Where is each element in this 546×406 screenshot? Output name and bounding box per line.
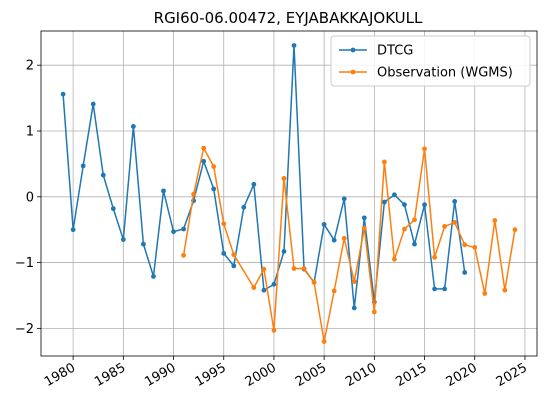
series-0-point	[241, 204, 247, 210]
series-1-point	[381, 159, 387, 165]
series-1-point	[201, 145, 207, 151]
series-0-point	[161, 188, 166, 194]
series-1-point	[452, 220, 458, 225]
series-1-point	[432, 254, 437, 260]
series-1-point	[291, 266, 297, 271]
series-0-point	[361, 215, 367, 221]
series-0-point	[100, 172, 106, 178]
series-0-point	[171, 229, 176, 235]
series-0-point	[110, 206, 116, 212]
series-0-point	[381, 199, 387, 205]
series-0-point	[341, 196, 347, 202]
series-0-point	[90, 101, 96, 107]
series-0-point	[402, 202, 407, 208]
axes-frame	[40, 30, 538, 357]
series-1-point	[191, 191, 197, 197]
series-0-point	[321, 222, 327, 227]
series-0-point	[261, 287, 267, 293]
series-1-point	[392, 256, 397, 262]
series-0-point	[60, 91, 66, 97]
series-1-point	[331, 288, 337, 294]
series-1-point	[301, 266, 307, 271]
series-0-point	[422, 202, 427, 208]
y-tick-label: 0	[26, 190, 34, 205]
legend-label-1: Observation (WGMS)	[377, 66, 513, 81]
series-0-point	[221, 250, 227, 256]
series-1-point	[412, 217, 417, 223]
legend-marker-0	[350, 47, 356, 53]
legend-label-0: DTCG	[377, 44, 413, 59]
series-1-point	[502, 287, 508, 293]
series-0-point	[181, 226, 186, 232]
series-1-point	[361, 225, 367, 231]
series-0-point	[130, 123, 136, 129]
series-0-point	[452, 198, 458, 204]
series-1-point	[311, 279, 317, 285]
series-1-point	[181, 252, 186, 258]
series-1-point	[211, 164, 217, 169]
series-1-point	[512, 227, 518, 233]
chart-title: RGI60-06.00472, EYJABAKKAJOKULL	[154, 9, 423, 27]
series-1-point	[442, 223, 448, 229]
legend-marker-1	[350, 69, 356, 75]
series-0-point	[120, 237, 126, 242]
series-0-point	[432, 286, 437, 292]
series-0-point	[231, 263, 237, 269]
y-tick-label: −1	[15, 256, 34, 271]
series-1-point	[482, 291, 488, 296]
series-1-point	[472, 245, 478, 250]
series-1-point	[271, 327, 277, 333]
series-1-point	[462, 242, 468, 248]
series-0-point	[331, 237, 337, 243]
series-0-point	[351, 305, 357, 311]
series-0-point	[271, 281, 277, 287]
series-1-point	[231, 252, 237, 258]
series-0-point	[281, 248, 287, 254]
series-1-point	[351, 279, 357, 285]
series-0-point	[211, 186, 217, 192]
series-0-point	[70, 227, 76, 233]
series-1-point	[251, 285, 257, 290]
series-1-point	[261, 266, 267, 272]
series-0-point	[141, 241, 146, 247]
legend-box	[330, 35, 531, 87]
y-tick-label: 1	[26, 125, 34, 140]
series-0-point	[442, 286, 448, 292]
series-0-point	[151, 273, 156, 279]
series-0-point	[462, 270, 468, 275]
series-1-point	[341, 235, 347, 241]
y-tick-label: 2	[26, 59, 34, 74]
series-1-point	[371, 309, 377, 315]
series-0-point	[251, 181, 257, 187]
series-0-point	[392, 192, 397, 198]
series-1-point	[422, 146, 427, 152]
series-1-point	[402, 226, 407, 232]
series-0-point	[201, 158, 207, 164]
series-1-point	[321, 339, 327, 344]
series-1-point	[221, 221, 227, 227]
series-1-point	[281, 175, 287, 181]
series-0-point	[412, 241, 417, 247]
series-1-point	[492, 218, 498, 223]
series-0-point	[80, 163, 86, 169]
y-tick-label: −2	[15, 322, 34, 337]
series-0-point	[291, 43, 297, 48]
